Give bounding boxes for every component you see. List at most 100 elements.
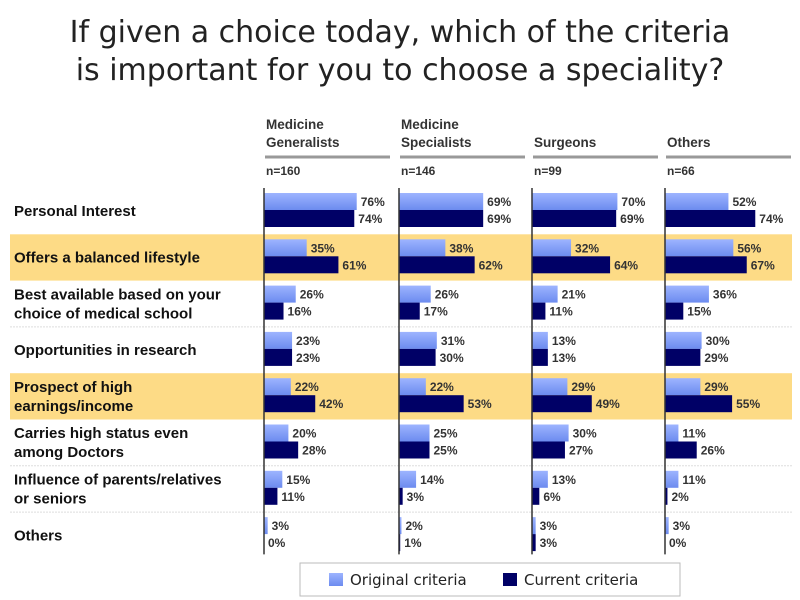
value-label-original: 26% [435, 288, 459, 302]
bar-current [532, 210, 617, 227]
value-label-current: 17% [424, 305, 448, 319]
bar-original [399, 378, 426, 396]
bar-current [399, 210, 484, 227]
bar-original [399, 331, 437, 349]
value-label-original: 13% [552, 473, 576, 487]
category-label: Personal Interest [14, 203, 136, 220]
bar-current [399, 348, 436, 366]
value-label-current: 74% [358, 212, 382, 226]
value-label-original: 52% [732, 195, 756, 209]
value-label-original: 11% [682, 473, 706, 487]
value-label-original: 20% [292, 427, 316, 441]
bar-original [399, 424, 430, 442]
value-label-original: 30% [573, 427, 597, 441]
bar-original [665, 193, 729, 210]
bar-current [399, 302, 420, 320]
value-label-current: 69% [487, 212, 511, 226]
legend-label-current: Current criteria [524, 571, 638, 589]
category-label: Others [14, 527, 62, 544]
bar-original [264, 517, 268, 535]
value-label-current: 3% [540, 536, 558, 550]
bar-current [264, 441, 299, 459]
value-label-current: 11% [281, 490, 305, 504]
value-label-original: 14% [420, 473, 444, 487]
value-label-original: 23% [296, 334, 320, 348]
value-label-original: 26% [300, 288, 324, 302]
value-label-current: 28% [302, 444, 326, 458]
bar-original [665, 285, 709, 303]
value-label-original: 32% [575, 241, 599, 255]
bar-current [665, 487, 668, 505]
bar-original [399, 239, 446, 257]
legend-swatch-original [329, 573, 343, 586]
value-label-original: 76% [361, 195, 385, 209]
bar-current [264, 395, 316, 413]
value-label-original: 3% [540, 519, 558, 533]
value-label-current: 74% [759, 212, 783, 226]
title-line-1: If given a choice today, which of the cr… [69, 15, 731, 50]
panel-header: Surgeons [534, 135, 596, 150]
value-label-current: 6% [543, 490, 561, 504]
bar-original [264, 239, 307, 257]
bar-current [532, 395, 592, 413]
value-label-original: 3% [272, 519, 290, 533]
value-label-current: 67% [751, 258, 775, 272]
bar-original [264, 470, 283, 488]
category-label: earnings/income [14, 398, 133, 415]
sample-size: n=160 [266, 164, 301, 178]
panel-header: Generalists [266, 135, 340, 150]
value-label-original: 2% [405, 519, 423, 533]
bar-current [532, 256, 611, 274]
value-label-current: 0% [268, 536, 286, 550]
value-label-current: 30% [440, 351, 464, 365]
bar-current [532, 441, 565, 459]
value-label-original: 38% [449, 241, 473, 255]
bar-current [399, 441, 430, 459]
value-label-current: 1% [404, 536, 422, 550]
value-label-current: 2% [671, 490, 689, 504]
panel-header: Medicine [401, 117, 459, 132]
bar-current [532, 348, 548, 366]
bar-current [665, 302, 684, 320]
bar-current [264, 348, 293, 366]
sample-size: n=146 [401, 164, 436, 178]
category-label: Prospect of high [14, 379, 132, 396]
value-label-original: 36% [713, 288, 737, 302]
value-label-original: 70% [621, 195, 645, 209]
value-label-current: 27% [569, 444, 593, 458]
bar-current [399, 487, 403, 505]
value-label-original: 21% [562, 288, 586, 302]
value-label-current: 0% [669, 536, 687, 550]
value-label-original: 29% [571, 380, 595, 394]
bar-original [532, 517, 536, 535]
bar-current [532, 534, 536, 552]
value-label-original: 56% [737, 241, 761, 255]
bar-original [532, 193, 618, 210]
value-label-original: 30% [706, 334, 730, 348]
bar-original [665, 470, 679, 488]
value-label-current: 61% [342, 258, 366, 272]
panel-header: Medicine [266, 117, 324, 132]
category-label: among Doctors [14, 444, 124, 461]
bar-original [532, 378, 568, 396]
bar-current [264, 210, 355, 227]
bar-original [665, 378, 701, 396]
value-label-original: 15% [286, 473, 310, 487]
category-label: Carries high status even [14, 425, 188, 442]
bar-original [532, 331, 548, 349]
category-label: Best available based on your [14, 286, 221, 303]
bar-current [399, 395, 464, 413]
bar-current [665, 348, 701, 366]
value-label-current: 25% [434, 444, 458, 458]
category-label: Opportunities in research [14, 342, 197, 359]
bar-original [665, 517, 669, 535]
value-label-current: 15% [687, 305, 711, 319]
value-label-original: 13% [552, 334, 576, 348]
value-label-current: 53% [468, 397, 492, 411]
bar-original [264, 331, 293, 349]
value-label-original: 69% [487, 195, 511, 209]
value-label-current: 64% [614, 258, 638, 272]
chart-title: If given a choice today, which of the cr… [0, 14, 800, 90]
bar-current [665, 395, 733, 413]
bar-original [532, 470, 548, 488]
